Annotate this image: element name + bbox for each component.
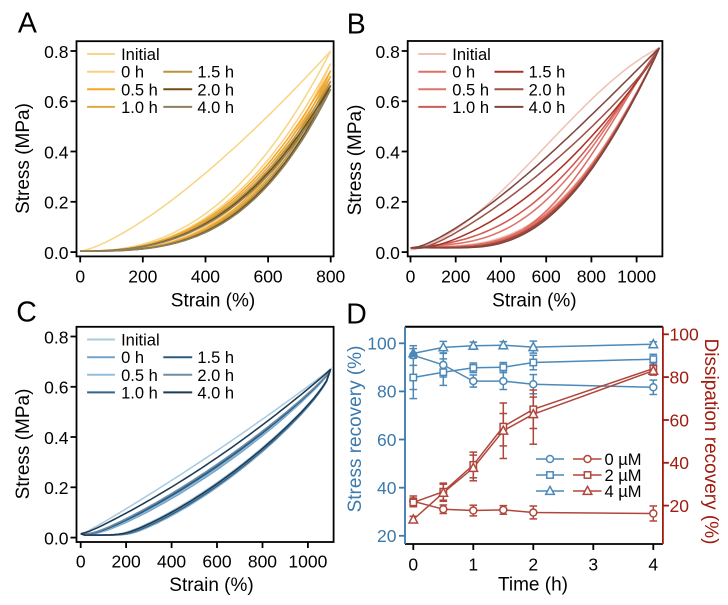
svg-text:1.0 h: 1.0 h <box>121 99 158 117</box>
svg-text:200: 200 <box>441 267 470 287</box>
svg-text:200: 200 <box>112 552 141 572</box>
svg-text:0.2: 0.2 <box>44 478 68 498</box>
svg-text:80: 80 <box>670 367 690 387</box>
svg-text:4.0 h: 4.0 h <box>197 99 234 117</box>
svg-text:1.0 h: 1.0 h <box>121 384 158 402</box>
svg-text:Initial: Initial <box>452 46 491 64</box>
svg-text:20: 20 <box>670 496 690 516</box>
svg-text:0 h: 0 h <box>121 349 144 367</box>
svg-text:D: D <box>346 299 367 331</box>
svg-text:0: 0 <box>406 267 416 287</box>
svg-text:B: B <box>347 8 366 40</box>
svg-text:0.4: 0.4 <box>375 142 400 162</box>
svg-text:400: 400 <box>157 552 186 572</box>
svg-text:0.8: 0.8 <box>44 327 68 347</box>
svg-text:0.5 h: 0.5 h <box>121 81 158 99</box>
svg-text:600: 600 <box>202 552 231 572</box>
svg-text:4: 4 <box>648 555 658 575</box>
svg-text:2.0 h: 2.0 h <box>197 81 234 99</box>
svg-text:Stress (MPa): Stress (MPa) <box>13 389 34 500</box>
svg-text:0.2: 0.2 <box>44 193 68 213</box>
svg-text:Time (h): Time (h) <box>498 575 568 596</box>
svg-text:800: 800 <box>248 552 277 572</box>
svg-text:600: 600 <box>253 267 282 287</box>
svg-text:4.0 h: 4.0 h <box>529 99 566 117</box>
svg-text:60: 60 <box>377 430 397 450</box>
svg-text:Strain (%): Strain (%) <box>169 575 253 596</box>
svg-text:0: 0 <box>408 555 418 575</box>
svg-text:0 µM: 0 µM <box>605 451 642 469</box>
svg-text:Strain (%): Strain (%) <box>492 291 576 312</box>
svg-text:0.4: 0.4 <box>44 428 69 448</box>
svg-text:Initial: Initial <box>121 46 160 64</box>
svg-text:80: 80 <box>377 382 397 402</box>
svg-text:60: 60 <box>670 410 690 430</box>
svg-text:1000: 1000 <box>617 267 656 287</box>
svg-text:Initial: Initial <box>121 332 160 350</box>
svg-text:Stress (MPa): Stress (MPa) <box>13 103 34 214</box>
svg-text:C: C <box>16 297 37 329</box>
svg-text:600: 600 <box>532 267 561 287</box>
svg-text:0: 0 <box>75 267 85 287</box>
svg-text:0.2: 0.2 <box>375 193 399 213</box>
svg-text:200: 200 <box>128 267 157 287</box>
svg-text:20: 20 <box>377 526 397 546</box>
svg-text:Strain (%): Strain (%) <box>171 291 255 312</box>
svg-text:1: 1 <box>468 555 478 575</box>
svg-text:2: 2 <box>528 555 538 575</box>
svg-text:0.6: 0.6 <box>44 92 68 112</box>
svg-text:800: 800 <box>577 267 606 287</box>
svg-text:Stress (MPa): Stress (MPa) <box>345 105 366 216</box>
svg-text:1.5 h: 1.5 h <box>529 64 566 82</box>
svg-text:1000: 1000 <box>288 552 327 572</box>
svg-text:0.6: 0.6 <box>44 378 68 398</box>
svg-text:40: 40 <box>377 478 397 498</box>
svg-text:0: 0 <box>76 552 86 572</box>
svg-text:400: 400 <box>191 267 220 287</box>
svg-text:0 h: 0 h <box>121 64 144 82</box>
svg-text:A: A <box>18 8 37 40</box>
svg-text:2.0 h: 2.0 h <box>197 367 234 385</box>
svg-text:Stress recovery (%): Stress recovery (%) <box>345 346 366 513</box>
svg-text:40: 40 <box>670 453 690 473</box>
svg-text:4 µM: 4 µM <box>605 483 642 501</box>
svg-text:0.5 h: 0.5 h <box>121 367 158 385</box>
svg-text:0.8: 0.8 <box>44 42 68 62</box>
svg-text:0.0: 0.0 <box>44 243 69 263</box>
svg-text:1.5 h: 1.5 h <box>197 349 234 367</box>
svg-text:0.6: 0.6 <box>375 92 399 112</box>
svg-text:100: 100 <box>367 334 396 354</box>
svg-text:Dissipation recovery (%): Dissipation recovery (%) <box>700 339 721 545</box>
svg-text:0.5 h: 0.5 h <box>452 81 489 99</box>
svg-text:4.0 h: 4.0 h <box>197 384 234 402</box>
svg-text:800: 800 <box>316 267 345 287</box>
svg-text:3: 3 <box>588 555 598 575</box>
svg-text:0 h: 0 h <box>452 64 475 82</box>
svg-text:2 µM: 2 µM <box>605 467 642 485</box>
svg-text:0.8: 0.8 <box>375 42 399 62</box>
svg-text:400: 400 <box>486 267 515 287</box>
svg-text:100: 100 <box>670 325 699 345</box>
svg-text:1.5 h: 1.5 h <box>197 64 234 82</box>
svg-text:0.4: 0.4 <box>44 142 69 162</box>
svg-text:1.0 h: 1.0 h <box>452 99 489 117</box>
svg-text:0.0: 0.0 <box>44 528 69 548</box>
svg-text:0.0: 0.0 <box>375 243 400 263</box>
svg-text:2.0 h: 2.0 h <box>529 81 566 99</box>
